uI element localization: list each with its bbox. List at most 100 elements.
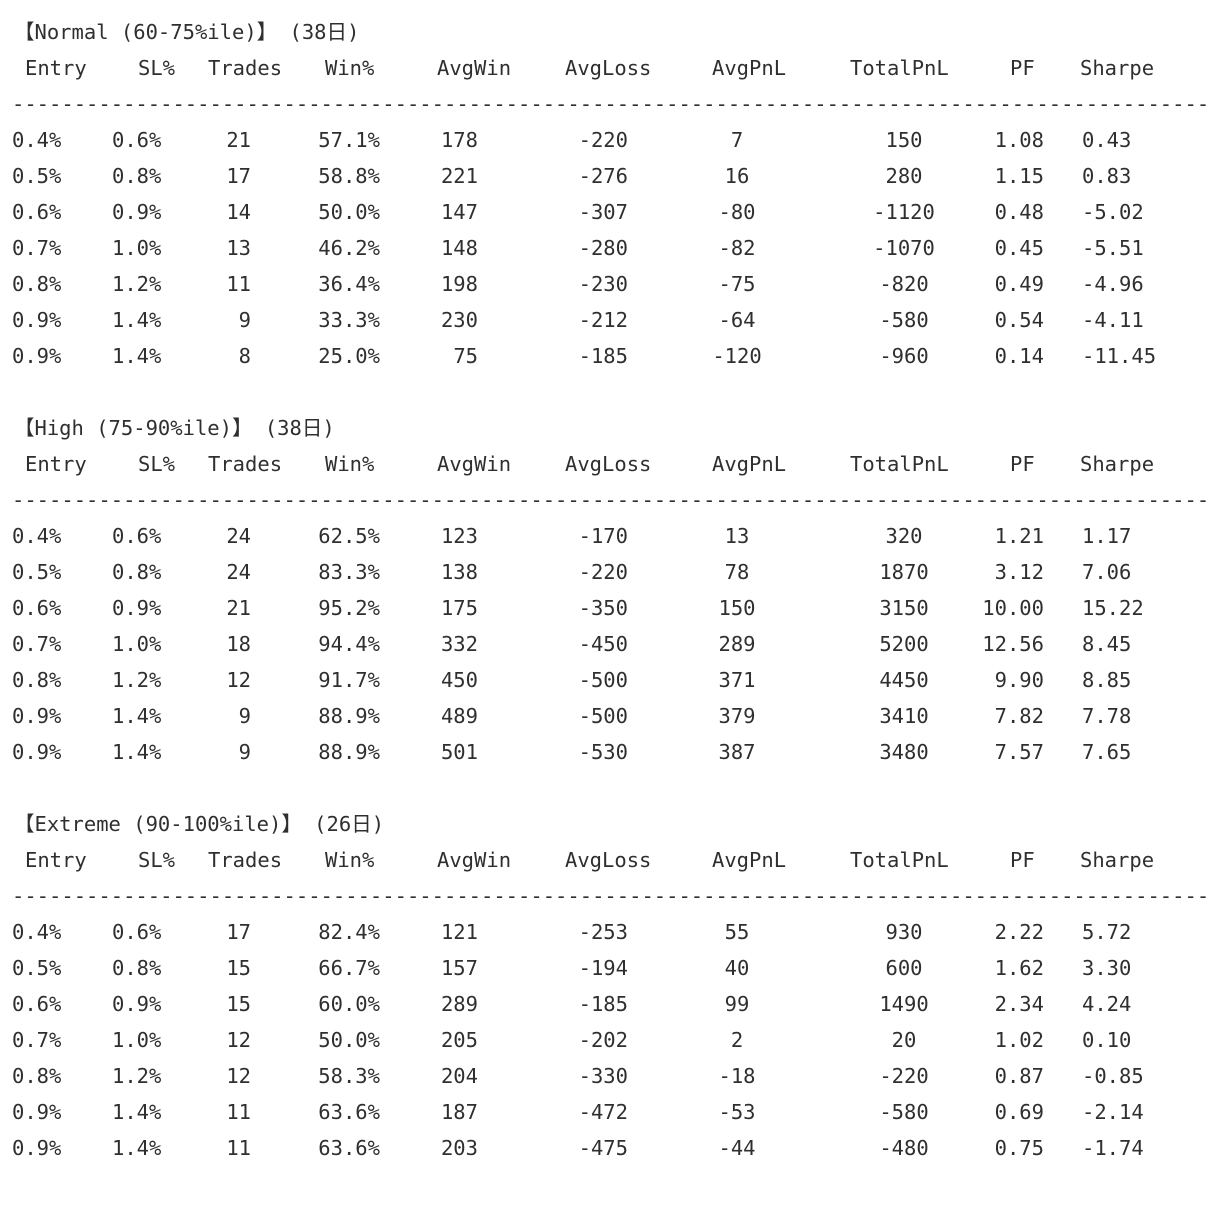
cell-trades: 21 — [226, 128, 251, 152]
cell-pf: 0.87 — [994, 1064, 1044, 1088]
cell-avgloss: -220 — [578, 128, 628, 152]
cell-sharpe: -5.02 — [1082, 200, 1144, 224]
table-row: 0.9% 1.4% 9 88.9% 489 -500 379 3410 7.82 7.78 — [12, 698, 1204, 734]
table-row: 0.7% 1.0% 13 46.2% 148 -280 -82 -1070 0.45 -5.51 — [12, 230, 1204, 266]
cell-avgloss: -253 — [578, 920, 628, 944]
table-row: 0.8% 1.2% 12 58.3% 204 -330 -18 -220 0.87 -0.85 — [12, 1058, 1204, 1094]
table-row: 0.6% 0.9% 21 95.2% 175 -350 150 3150 10.00 15.22 — [12, 590, 1204, 626]
cell-win: 95.2% — [318, 596, 380, 620]
cell-avgloss: -185 — [578, 992, 628, 1016]
cell-totalpnl: -220 — [879, 1064, 929, 1088]
cell-trades: 17 — [226, 920, 251, 944]
column-header-trades: Trades — [208, 56, 283, 80]
table-row: 0.6% 0.9% 14 50.0% 147 -307 -80 -1120 0.48 -5.02 — [12, 194, 1204, 230]
cell-totalpnl: -1120 — [873, 200, 935, 224]
cell-entry: 0.8% — [12, 1064, 62, 1088]
cell-trades: 12 — [226, 1064, 251, 1088]
cell-avgwin: 157 — [440, 956, 478, 980]
cell-sharpe: -4.96 — [1082, 272, 1144, 296]
cell-avgwin: 121 — [440, 920, 478, 944]
cell-entry: 0.7% — [12, 632, 62, 656]
cell-pf: 10.00 — [982, 596, 1044, 620]
cell-sl: 0.8% — [112, 956, 162, 980]
cell-totalpnl: -1070 — [873, 236, 935, 260]
cell-win: 50.0% — [318, 1028, 380, 1052]
table-row: 0.5% 0.8% 17 58.8% 221 -276 16 280 1.15 0.83 — [12, 158, 1204, 194]
cell-sl: 1.0% — [112, 1028, 162, 1052]
cell-sharpe: -4.11 — [1082, 308, 1144, 332]
cell-totalpnl: 150 — [885, 128, 923, 152]
cell-totalpnl: -480 — [879, 1136, 929, 1160]
column-header-pf: PF — [1010, 452, 1035, 476]
cell-win: 57.1% — [318, 128, 380, 152]
cell-avgloss: -280 — [578, 236, 628, 260]
cell-pf: 1.08 — [994, 128, 1044, 152]
cell-avgloss: -220 — [578, 560, 628, 584]
section-title: 【High (75-90%ile)】 (38日) — [14, 416, 335, 440]
cell-sharpe: 1.17 — [1082, 524, 1132, 548]
cell-totalpnl: 20 — [891, 1028, 917, 1052]
table-header-row: Entry SL% Trades Win% AvgWin AvgLoss Avg… — [12, 842, 1216, 878]
table-row: 0.6% 0.9% 15 60.0% 289 -185 99 1490 2.34 4.24 — [12, 986, 1204, 1022]
column-header-entry: Entry — [25, 56, 87, 80]
cell-avgwin: 198 — [440, 272, 478, 296]
cell-avgloss: -307 — [578, 200, 628, 224]
cell-sl: 0.6% — [112, 920, 162, 944]
cell-avgpnl: -82 — [718, 236, 756, 260]
column-header-avgwin: AvgWin — [437, 56, 512, 80]
cell-avgloss: -185 — [578, 344, 628, 368]
cell-avgpnl: -80 — [718, 200, 756, 224]
cell-avgloss: -230 — [578, 272, 628, 296]
cell-avgloss: -500 — [578, 704, 628, 728]
cell-avgpnl: 379 — [718, 704, 756, 728]
cell-avgwin: 204 — [440, 1064, 478, 1088]
cell-pf: 0.54 — [994, 308, 1044, 332]
column-header-sharpe: Sharpe — [1080, 452, 1155, 476]
cell-avgwin: 148 — [440, 236, 478, 260]
cell-win: 33.3% — [318, 308, 380, 332]
cell-trades: 24 — [226, 524, 251, 548]
cell-sl: 1.0% — [112, 632, 162, 656]
cell-totalpnl: 930 — [885, 920, 923, 944]
cell-win: 94.4% — [318, 632, 380, 656]
cell-avgpnl: -75 — [718, 272, 756, 296]
cell-totalpnl: 600 — [885, 956, 923, 980]
column-header-sl: SL% — [138, 452, 176, 476]
cell-entry: 0.5% — [12, 164, 62, 188]
cell-avgpnl: 387 — [718, 740, 756, 764]
cell-win: 91.7% — [318, 668, 380, 692]
column-header-avgloss: AvgLoss — [565, 848, 652, 872]
cell-trades: 21 — [226, 596, 251, 620]
cell-trades: 14 — [226, 200, 251, 224]
cell-pf: 2.34 — [994, 992, 1044, 1016]
column-header-win: Win% — [325, 452, 375, 476]
cell-avgwin: 75 — [453, 344, 478, 368]
table-row: 0.5% 0.8% 15 66.7% 157 -194 40 600 1.62 3.30 — [12, 950, 1204, 986]
cell-avgwin: 175 — [440, 596, 478, 620]
column-header-trades: Trades — [208, 848, 283, 872]
cell-trades: 8 — [238, 344, 251, 368]
column-header-totalpnl: TotalPnL — [850, 452, 949, 476]
cell-avgloss: -472 — [578, 1100, 628, 1124]
column-header-avgpnl: AvgPnL — [712, 452, 787, 476]
cell-entry: 0.8% — [12, 272, 62, 296]
table-header-row: Entry SL% Trades Win% AvgWin AvgLoss Avg… — [12, 446, 1216, 482]
cell-pf: 7.82 — [994, 704, 1044, 728]
cell-avgwin: 221 — [440, 164, 478, 188]
cell-entry: 0.5% — [12, 560, 62, 584]
cell-trades: 11 — [226, 272, 251, 296]
cell-totalpnl: 4450 — [879, 668, 929, 692]
cell-avgloss: -212 — [578, 308, 628, 332]
cell-avgpnl: 2 — [730, 1028, 744, 1052]
cell-sharpe: -11.45 — [1082, 344, 1157, 368]
cell-sharpe: 3.30 — [1082, 956, 1132, 980]
cell-sharpe: 4.24 — [1082, 992, 1132, 1016]
cell-avgwin: 501 — [440, 740, 478, 764]
cell-avgwin: 450 — [440, 668, 478, 692]
cell-sl: 1.2% — [112, 272, 162, 296]
cell-trades: 24 — [226, 560, 251, 584]
cell-entry: 0.6% — [12, 596, 62, 620]
section-title: 【Normal (60-75%ile)】 (38日) — [14, 20, 360, 44]
cell-avgpnl: -18 — [718, 1064, 756, 1088]
column-header-sharpe: Sharpe — [1080, 56, 1155, 80]
